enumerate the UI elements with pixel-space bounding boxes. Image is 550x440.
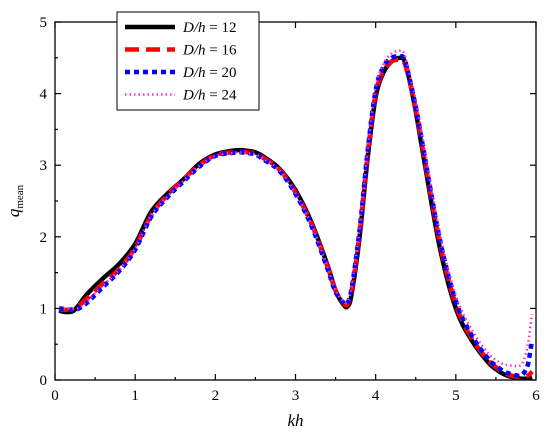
series-line-3	[58, 53, 535, 378]
series-layer	[58, 49, 535, 380]
legend-label-2: D/h = 16	[182, 43, 237, 59]
legend-label-3: D/h = 20	[182, 65, 236, 81]
series-line-4	[58, 49, 534, 368]
y-axis-title-sub: mean	[14, 184, 26, 208]
legend-label-value-1: = 12	[206, 20, 237, 36]
legend-label-var-2: D/h	[182, 43, 206, 59]
x-tick-label-3: 3	[292, 388, 300, 404]
legend-label-value-3: = 20	[206, 65, 237, 81]
y-axis-title-main: q	[4, 208, 23, 217]
x-tick-label-0: 0	[51, 388, 59, 404]
x-tick-label-1: 1	[131, 388, 139, 404]
legend-label-var-1: D/h	[182, 20, 206, 36]
x-tick-label-2: 2	[212, 388, 220, 404]
x-tick-label-6: 6	[532, 388, 540, 404]
x-tick-label-4: 4	[372, 388, 380, 404]
legend-label-4: D/h = 24	[182, 88, 237, 104]
y-tick-label-3: 3	[40, 158, 48, 174]
y-tick-label-0: 0	[40, 373, 48, 389]
y-tick-label-4: 4	[40, 87, 48, 103]
legend: D/h = 12D/h = 16D/h = 20D/h = 24	[116, 11, 260, 111]
y-tick-label-5: 5	[40, 15, 48, 31]
legend-label-value-4: = 24	[206, 88, 237, 104]
legend-label-var-4: D/h	[182, 88, 206, 104]
x-axis: 0 1 2 3 4 5 6	[51, 22, 540, 404]
x-tick-label-5: 5	[452, 388, 460, 404]
y-tick-label-2: 2	[40, 230, 48, 246]
legend-label-value-2: = 16	[206, 43, 237, 59]
y-tick-label-1: 1	[40, 301, 48, 317]
x-axis-title: kh	[287, 411, 303, 430]
legend-label-1: D/h = 12	[182, 20, 236, 36]
y-axis: 0 1 2 3 4 5	[40, 15, 536, 389]
y-axis-title: qmean	[4, 184, 26, 217]
legend-label-var-3: D/h	[182, 65, 206, 81]
